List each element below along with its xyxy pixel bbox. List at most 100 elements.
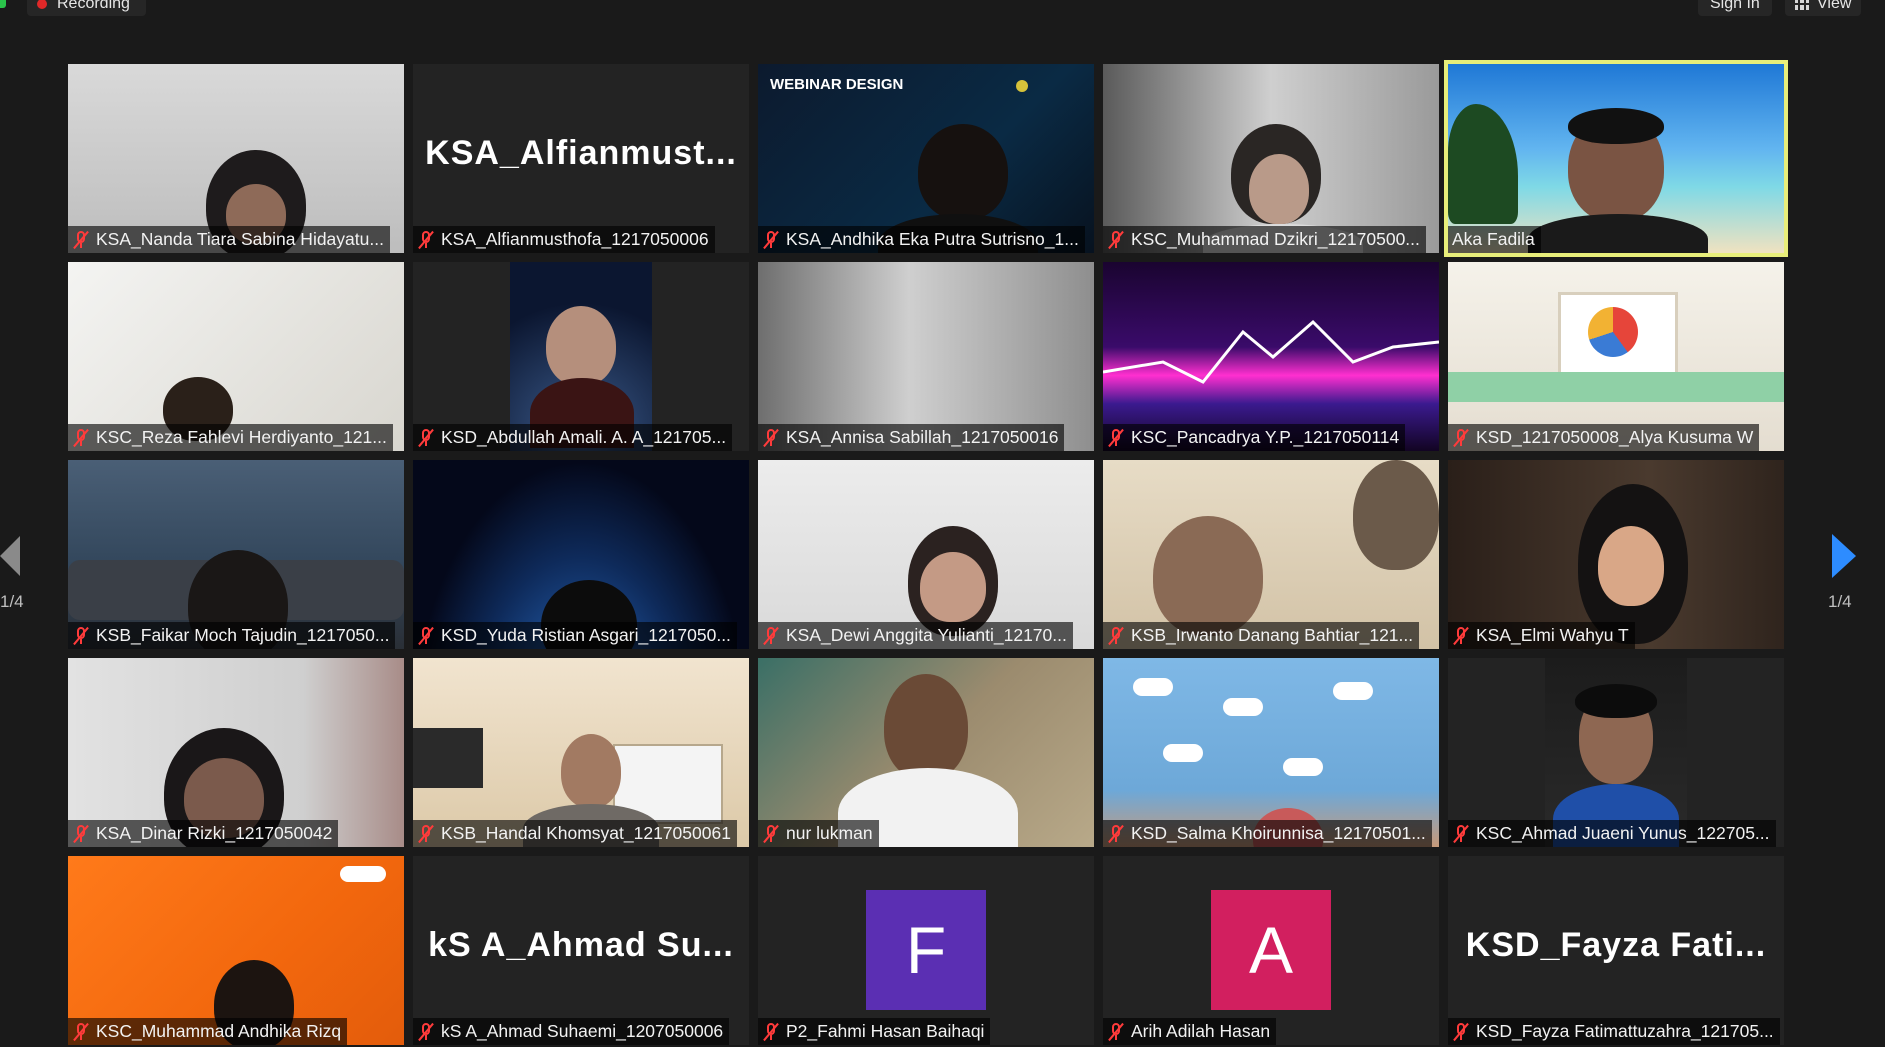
- participant-name: KSB_Handal Khomsyat_1217050061: [441, 823, 731, 843]
- participant-video: [68, 460, 404, 649]
- participant-tile[interactable]: F P2_Fahmi Hasan Baihaqi: [758, 856, 1094, 1045]
- participant-tile[interactable]: kS A_Ahmad Su... kS A_Ahmad Suhaemi_1207…: [413, 856, 749, 1045]
- muted-microphone-icon: [1107, 1022, 1125, 1042]
- muted-microphone-icon: [72, 230, 90, 250]
- participant-name-display: KSA_Alfianmust...: [425, 134, 737, 172]
- participant-video: [413, 658, 749, 847]
- participant-tile[interactable]: KSC_Ahmad Juaeni Yunus_122705...: [1448, 658, 1784, 847]
- participant-name: KSC_Ahmad Juaeni Yunus_122705...: [1476, 823, 1770, 843]
- participant-name-label: KSD_1217050008_Alya Kusuma W: [1448, 424, 1760, 451]
- participant-tile[interactable]: KSD_Salma Khoirunnisa_12170501...: [1103, 658, 1439, 847]
- participant-video: [1103, 460, 1439, 649]
- participant-name: P2_Fahmi Hasan Baihaqi: [786, 1021, 985, 1041]
- muted-microphone-icon: [1452, 428, 1470, 448]
- participant-tile[interactable]: KSC_Muhammad Dzikri_12170500...: [1103, 64, 1439, 253]
- muted-microphone-icon: [72, 428, 90, 448]
- participant-name: Arih Adilah Hasan: [1131, 1021, 1271, 1041]
- participant-name-label: KSC_Muhammad Andhika Rizq: [68, 1018, 348, 1045]
- participant-tile[interactable]: WEBINAR DESIGN KSA_Andhika Eka Putra Sut…: [758, 64, 1094, 253]
- participant-tile[interactable]: KSA_Nanda Tiara Sabina Hidayatu...: [68, 64, 404, 253]
- view-button[interactable]: View: [1785, 0, 1862, 16]
- participant-name-label: Aka Fadila: [1448, 226, 1541, 253]
- participant-name-label: KSA_Alfianmusthofa_1217050006: [413, 226, 715, 253]
- participant-name-label: KSD_Salma Khoirunnisa_12170501...: [1103, 820, 1432, 847]
- participant-name: KSD_Abdullah Amali. A. A_121705...: [441, 427, 727, 447]
- participant-name-label: KSA_Elmi Wahyu T: [1448, 622, 1635, 649]
- participant-tile[interactable]: KSB_Handal Khomsyat_1217050061: [413, 658, 749, 847]
- participant-tile[interactable]: KSD_Abdullah Amali. A. A_121705...: [413, 262, 749, 451]
- participant-name: nur lukman: [786, 823, 873, 843]
- participant-name-label: nur lukman: [758, 820, 879, 847]
- participant-video: WEBINAR DESIGN: [758, 64, 1094, 253]
- participant-tile[interactable]: KSA_Dewi Anggita Yulianti_12170...: [758, 460, 1094, 649]
- participant-video: [413, 262, 749, 451]
- participant-name: KSA_Annisa Sabillah_1217050016: [786, 427, 1059, 447]
- participant-tile[interactable]: KSB_Faikar Moch Tajudin_1217050...: [68, 460, 404, 649]
- participant-name: KSA_Andhika Eka Putra Sutrisno_1...: [786, 229, 1079, 249]
- participant-video: [68, 262, 404, 451]
- participant-tile[interactable]: KSA_Alfianmust... KSA_Alfianmusthofa_121…: [413, 64, 749, 253]
- previous-page-arrow-icon[interactable]: [0, 536, 20, 576]
- next-page-arrow-icon[interactable]: [1832, 534, 1856, 578]
- participant-name-display: KSD_Fayza Fati...: [1465, 926, 1767, 964]
- participant-name-label: KSA_Nanda Tiara Sabina Hidayatu...: [68, 226, 390, 253]
- participant-name-label: KSC_Reza Fahlevi Herdiyanto_121...: [68, 424, 393, 451]
- participant-tile[interactable]: KSA_Annisa Sabillah_1217050016: [758, 262, 1094, 451]
- participant-video: [1448, 658, 1784, 847]
- participant-name-label: KSB_Faikar Moch Tajudin_1217050...: [68, 622, 396, 649]
- participant-video: [68, 856, 404, 1045]
- participant-tile[interactable]: nur lukman: [758, 658, 1094, 847]
- participant-name-label: KSB_Irwanto Danang Bahtiar_121...: [1103, 622, 1420, 649]
- participant-name: KSC_Muhammad Dzikri_12170500...: [1131, 229, 1420, 249]
- recording-label: Recording: [57, 0, 130, 12]
- participant-tile[interactable]: KSD_1217050008_Alya Kusuma W: [1448, 262, 1784, 451]
- participant-tile[interactable]: KSC_Pancadrya Y.P._1217050114: [1103, 262, 1439, 451]
- participant-name-label: Arih Adilah Hasan: [1103, 1018, 1277, 1045]
- muted-microphone-icon: [417, 428, 435, 448]
- recording-indicator[interactable]: Recording: [27, 0, 146, 16]
- security-shield-icon[interactable]: [0, 0, 6, 8]
- participant-name: KSD_Fayza Fatimattuzahra_121705...: [1476, 1021, 1774, 1041]
- participant-name-label: KSD_Fayza Fatimattuzahra_121705...: [1448, 1018, 1780, 1045]
- participant-tile[interactable]: KSD_Fayza Fati... KSD_Fayza Fatimattuzah…: [1448, 856, 1784, 1045]
- participant-tile[interactable]: A Arih Adilah Hasan: [1103, 856, 1439, 1045]
- participant-video: [68, 64, 404, 253]
- participant-tile[interactable]: KSA_Dinar Rizki_1217050042: [68, 658, 404, 847]
- participant-tile[interactable]: KSC_Muhammad Andhika Rizq: [68, 856, 404, 1045]
- sign-in-button[interactable]: Sign In: [1698, 0, 1772, 16]
- muted-microphone-icon: [1452, 1022, 1470, 1042]
- participant-video: [1103, 64, 1439, 253]
- participant-video: [1103, 658, 1439, 847]
- participant-name-label: KSD_Abdullah Amali. A. A_121705...: [413, 424, 733, 451]
- muted-microphone-icon: [72, 824, 90, 844]
- muted-microphone-icon: [1452, 626, 1470, 646]
- muted-microphone-icon: [417, 1022, 435, 1042]
- participant-name: KSD_Yuda Ristian Asgari_1217050...: [441, 625, 731, 645]
- recording-dot-icon: [37, 0, 47, 9]
- participant-name-display: kS A_Ahmad Su...: [428, 926, 734, 964]
- muted-microphone-icon: [417, 230, 435, 250]
- participant-tile[interactable]: KSD_Yuda Ristian Asgari_1217050...: [413, 460, 749, 649]
- participant-video: [1448, 262, 1784, 451]
- participant-name: KSA_Alfianmusthofa_1217050006: [441, 229, 709, 249]
- participant-name-label: P2_Fahmi Hasan Baihaqi: [758, 1018, 991, 1045]
- participant-name: KSA_Elmi Wahyu T: [1476, 625, 1629, 645]
- muted-microphone-icon: [1107, 626, 1125, 646]
- participant-name-label: KSC_Muhammad Dzikri_12170500...: [1103, 226, 1426, 253]
- participant-tile[interactable]: KSA_Elmi Wahyu T: [1448, 460, 1784, 649]
- muted-microphone-icon: [1107, 824, 1125, 844]
- participant-name: KSB_Faikar Moch Tajudin_1217050...: [96, 625, 390, 645]
- participant-video: [758, 658, 1094, 847]
- participant-name-label: KSB_Handal Khomsyat_1217050061: [413, 820, 737, 847]
- participant-name-label: KSC_Pancadrya Y.P._1217050114: [1103, 424, 1406, 451]
- muted-microphone-icon: [1107, 230, 1125, 250]
- active-speaker-tile[interactable]: Aka Fadila: [1444, 60, 1788, 257]
- participant-name: KSC_Reza Fahlevi Herdiyanto_121...: [96, 427, 387, 447]
- participant-name: Aka Fadila: [1452, 229, 1535, 249]
- participant-avatar: A: [1211, 890, 1331, 1010]
- participant-video: [1448, 460, 1784, 649]
- participant-tile[interactable]: KSB_Irwanto Danang Bahtiar_121...: [1103, 460, 1439, 649]
- participant-video: [758, 262, 1094, 451]
- participant-tile[interactable]: KSC_Reza Fahlevi Herdiyanto_121...: [68, 262, 404, 451]
- participant-video: [758, 460, 1094, 649]
